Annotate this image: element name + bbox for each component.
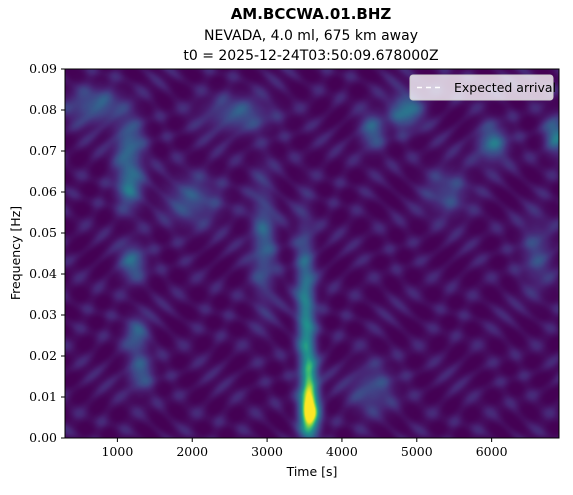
x-tick-label: 5000	[401, 444, 433, 459]
y-tick-label: 0.07	[29, 143, 57, 158]
y-tick-label: 0.02	[29, 348, 57, 363]
chart-subtitle-time: t0 = 2025-12-24T03:50:09.678000Z	[183, 48, 438, 64]
x-tick-label: 3000	[251, 444, 283, 459]
x-axis-ticks: 1000 2000 3000 4000 5000 6000	[101, 438, 508, 459]
y-tick-label: 0.08	[29, 102, 57, 117]
x-tick-label: 1000	[101, 444, 133, 459]
x-tick-label: 4000	[326, 444, 358, 459]
x-tick-label: 2000	[176, 444, 208, 459]
y-axis-label: Frequency [Hz]	[8, 206, 23, 300]
y-tick-label: 0.05	[29, 225, 57, 240]
y-tick-label: 0.03	[29, 307, 57, 322]
chart-title: AM.BCCWA.01.BHZ	[231, 5, 392, 23]
y-tick-label: 0.00	[29, 430, 57, 445]
plot-frame	[64, 68, 560, 439]
y-tick-label: 0.04	[29, 266, 57, 281]
y-axis-ticks: 0.00 0.01 0.02 0.03 0.04 0.05 0.06 0.07 0.08 0.09	[29, 61, 65, 445]
legend-box	[409, 74, 554, 101]
y-tick-label: 0.09	[29, 61, 57, 76]
chart-subtitle: NEVADA, 4.0 ml, 675 km away	[204, 28, 418, 44]
legend-label-expected-arrival: Expected arrival	[454, 80, 556, 95]
x-axis-label: Time [s]	[286, 464, 338, 479]
y-tick-label: 0.06	[29, 184, 57, 199]
y-tick-label: 0.01	[29, 389, 57, 404]
x-tick-label: 6000	[476, 444, 508, 459]
legend: Expected arrival	[409, 74, 556, 101]
